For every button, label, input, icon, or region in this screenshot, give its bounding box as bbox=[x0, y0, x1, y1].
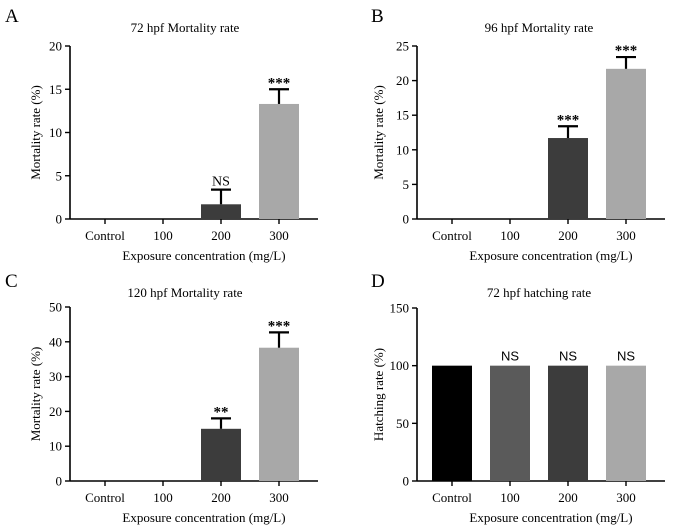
panel-d-title: 72 hpf hatching rate bbox=[487, 285, 592, 300]
panel-d-bar bbox=[490, 365, 530, 481]
panel-b-significance-label: *** bbox=[615, 43, 638, 59]
panel-b-letter: B bbox=[371, 6, 384, 27]
panel-d-y-tick-label: 100 bbox=[390, 358, 410, 373]
panel-a-y-tick-label: 20 bbox=[49, 39, 62, 54]
panel-d-bar bbox=[548, 365, 588, 481]
panel-c-x-tick-label: Control bbox=[85, 490, 125, 505]
panel-c-letter: C bbox=[5, 271, 18, 292]
panel-a: A 72 hpf Mortality rate 0 5 10 15 20 Control 100… bbox=[5, 6, 318, 263]
panel-a-x-tick-label: 300 bbox=[269, 228, 289, 243]
panel-c-x-axis-label: Exposure concentration (mg/L) bbox=[122, 510, 285, 525]
panel-d-significance-label: NS bbox=[559, 349, 577, 364]
panel-a-y-axis-label: Mortality rate (%) bbox=[28, 85, 43, 180]
panel-d-y-axis-label: Hatching rate (%) bbox=[371, 348, 386, 441]
panel-c-y-axis-label: Mortality rate (%) bbox=[28, 347, 43, 442]
panel-c-y-tick-label: 0 bbox=[56, 474, 63, 489]
panel-c-y-tick-label: 10 bbox=[49, 439, 62, 454]
panel-d-significance-label: NS bbox=[617, 349, 635, 364]
panel-b-bar bbox=[548, 138, 588, 219]
panel-d-bar bbox=[606, 365, 646, 481]
panel-a-significance-label: *** bbox=[268, 75, 291, 91]
panel-c: C 120 hpf Mortality rate 0 10 20 30 40 50 Contro… bbox=[5, 271, 318, 525]
panel-a-x-tick-label: Control bbox=[85, 228, 125, 243]
panel-b-y-tick-label: 0 bbox=[403, 212, 410, 227]
panel-b-x-tick-label: Control bbox=[432, 228, 472, 243]
panel-c-x-tick-label: 100 bbox=[153, 490, 173, 505]
panel-d-significance-label: NS bbox=[501, 349, 519, 364]
panel-c-significance-label: *** bbox=[268, 318, 291, 334]
panel-b-bar bbox=[606, 68, 646, 219]
panel-d-x-tick-label: Control bbox=[432, 490, 472, 505]
panel-a-x-tick-label: 100 bbox=[153, 228, 173, 243]
panel-b-title: 96 hpf Mortality rate bbox=[485, 20, 594, 35]
panel-b: B 96 hpf Mortality rate 0 5 10 15 20 25 Control 1… bbox=[371, 6, 665, 263]
panel-a-bar bbox=[201, 204, 241, 219]
panel-d: D 72 hpf hatching rate 0 50 100 150 Control 100… bbox=[371, 271, 665, 525]
panel-a-y-tick-label: 10 bbox=[49, 125, 62, 140]
panel-c-bar bbox=[259, 347, 299, 481]
panel-c-x-tick-label: 200 bbox=[211, 490, 231, 505]
panel-b-y-axis-label: Mortality rate (%) bbox=[371, 85, 386, 180]
panel-d-x-axis-label: Exposure concentration (mg/L) bbox=[469, 510, 632, 525]
panel-b-y-tick-label: 5 bbox=[403, 177, 410, 192]
panel-b-y-tick-label: 20 bbox=[396, 73, 409, 88]
panel-b-x-tick-label: 200 bbox=[558, 228, 578, 243]
panel-d-y-tick-label: 150 bbox=[390, 301, 410, 316]
panel-c-y-tick-label: 30 bbox=[49, 369, 62, 384]
panel-c-y-tick-label: 50 bbox=[49, 300, 62, 315]
panel-a-letter: A bbox=[5, 6, 19, 27]
panel-a-title: 72 hpf Mortality rate bbox=[131, 20, 240, 35]
panel-c-bar bbox=[201, 428, 241, 481]
panel-d-x-tick-label: 200 bbox=[558, 490, 578, 505]
panel-c-x-tick-label: 300 bbox=[269, 490, 289, 505]
panel-a-bar bbox=[259, 103, 299, 219]
panel-c-y-tick-label: 40 bbox=[49, 334, 62, 349]
panel-d-bar bbox=[432, 365, 472, 481]
panel-b-x-tick-label: 100 bbox=[500, 228, 520, 243]
panel-d-y-tick-label: 0 bbox=[403, 474, 410, 489]
panel-b-y-tick-label: 10 bbox=[396, 142, 409, 157]
panel-c-y-tick-label: 20 bbox=[49, 404, 62, 419]
panel-b-x-tick-label: 300 bbox=[616, 228, 636, 243]
panel-d-y-tick-label: 50 bbox=[396, 416, 409, 431]
panel-c-title: 120 hpf Mortality rate bbox=[127, 285, 242, 300]
panel-a-x-tick-label: 200 bbox=[211, 228, 231, 243]
panel-a-y-tick-label: 15 bbox=[49, 82, 62, 97]
panel-a-x-axis-label: Exposure concentration (mg/L) bbox=[122, 248, 285, 263]
panel-b-x-axis-label: Exposure concentration (mg/L) bbox=[469, 248, 632, 263]
panel-d-x-tick-label: 300 bbox=[616, 490, 636, 505]
panel-b-y-tick-label: 25 bbox=[396, 39, 409, 54]
panel-a-y-tick-label: 0 bbox=[56, 212, 63, 227]
panel-d-x-tick-label: 100 bbox=[500, 490, 520, 505]
panel-a-significance-label: NS bbox=[212, 175, 230, 190]
panel-d-letter: D bbox=[371, 271, 385, 292]
panel-a-y-tick-label: 5 bbox=[56, 168, 63, 183]
panel-b-significance-label: *** bbox=[557, 112, 580, 128]
panel-c-significance-label: ** bbox=[214, 404, 229, 420]
panel-b-y-tick-label: 15 bbox=[396, 108, 409, 123]
